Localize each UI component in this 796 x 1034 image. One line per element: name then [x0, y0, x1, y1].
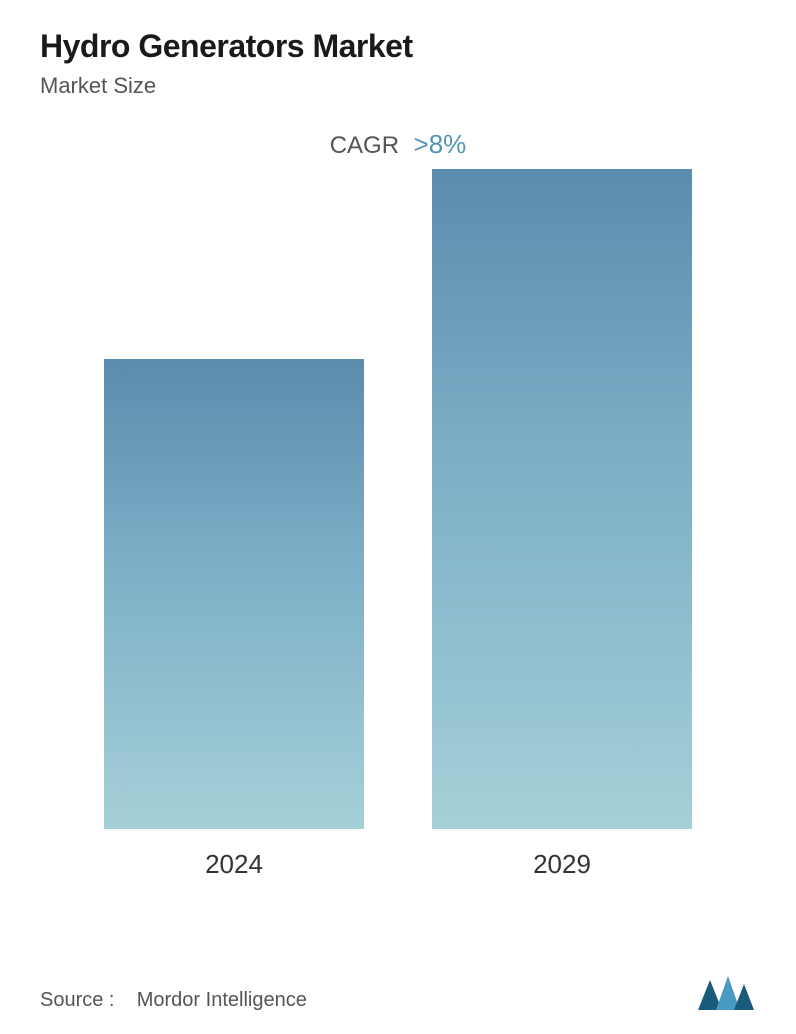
chart-title: Hydro Generators Market	[40, 28, 756, 65]
bar-label-2029: 2029	[533, 849, 591, 880]
chart-subtitle: Market Size	[40, 73, 756, 99]
chart-area: 2024 2029	[40, 200, 756, 880]
bar-group-2024: 2024	[94, 359, 374, 880]
footer: Source : Mordor Intelligence	[40, 972, 756, 1012]
cagr-value: >8%	[414, 129, 467, 159]
bar-label-2024: 2024	[205, 849, 263, 880]
mordor-logo-icon	[696, 972, 756, 1012]
bar-2029	[432, 169, 692, 829]
source-label: Source :	[40, 989, 114, 1011]
cagr-label: CAGR	[330, 132, 399, 159]
bar-2024	[104, 359, 364, 829]
cagr-row: CAGR >8%	[40, 129, 756, 160]
source-name: Mordor Intelligence	[137, 989, 307, 1011]
bar-group-2029: 2029	[422, 169, 702, 880]
source-text: Source : Mordor Intelligence	[40, 989, 307, 1012]
